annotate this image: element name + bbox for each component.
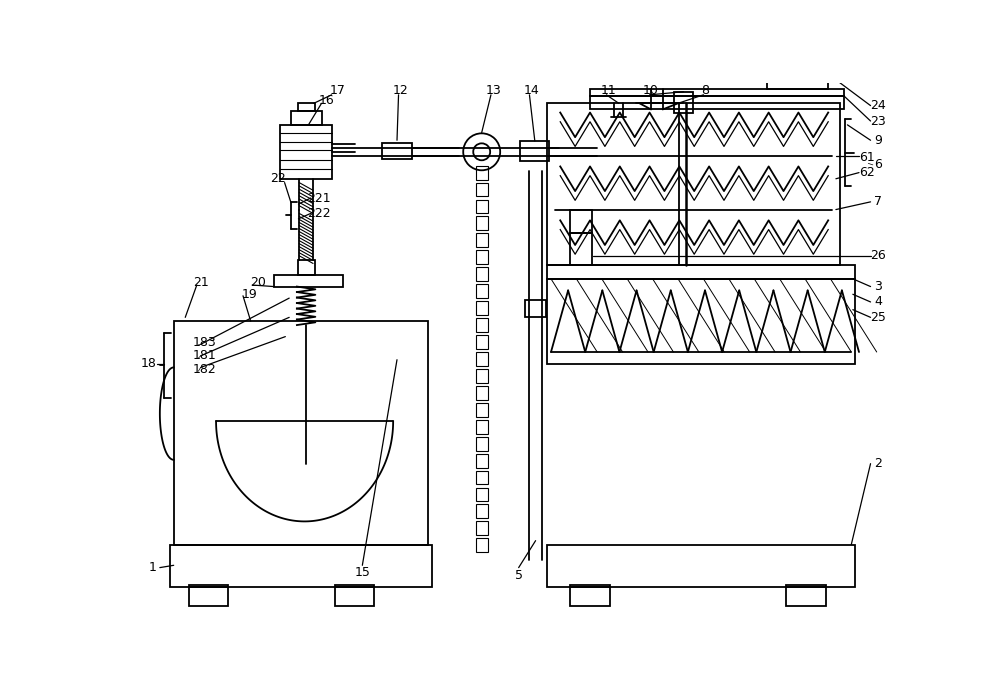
Text: 12: 12 (393, 84, 409, 96)
Text: 182: 182 (193, 363, 216, 376)
Bar (476, 386, 488, 400)
Bar (382, 144, 412, 159)
Bar (476, 521, 488, 535)
Bar (274, 275, 343, 287)
Bar (674, 92, 693, 113)
Bar (476, 267, 488, 281)
Text: 221: 221 (307, 192, 330, 205)
Text: 26: 26 (870, 249, 886, 262)
Text: 7: 7 (874, 195, 882, 208)
Text: 10: 10 (643, 84, 659, 96)
Text: 13: 13 (485, 84, 501, 96)
Bar (547, 103, 840, 265)
Bar (476, 471, 488, 484)
Bar (774, 45, 821, 58)
Bar (298, 260, 315, 275)
Text: 22: 22 (271, 172, 286, 185)
Bar (570, 232, 592, 265)
Text: 222: 222 (307, 207, 330, 220)
Bar (520, 141, 549, 161)
Bar (476, 183, 488, 196)
Text: 24: 24 (870, 99, 886, 112)
Bar (476, 233, 488, 247)
Bar (174, 321, 428, 545)
Text: 62: 62 (859, 166, 875, 179)
Bar (547, 265, 855, 279)
Text: 18: 18 (141, 357, 157, 370)
Bar (476, 454, 488, 468)
Bar (590, 90, 844, 96)
Text: 2: 2 (874, 457, 882, 470)
Text: 3: 3 (874, 280, 882, 293)
Text: 5: 5 (515, 569, 523, 582)
Text: 23: 23 (870, 115, 886, 128)
Bar (476, 318, 488, 332)
Text: 19: 19 (241, 288, 257, 301)
Bar (476, 285, 488, 298)
Bar (476, 251, 488, 264)
Bar (590, 96, 844, 110)
Bar (476, 352, 488, 366)
Bar (476, 301, 488, 315)
Bar (291, 111, 322, 125)
Text: 8: 8 (701, 84, 709, 96)
Bar (525, 301, 546, 317)
Bar (570, 584, 610, 606)
Text: 61: 61 (859, 151, 875, 164)
Bar (476, 505, 488, 518)
Bar (170, 545, 432, 587)
Text: 21: 21 (193, 276, 209, 289)
Text: 14: 14 (524, 84, 540, 96)
Bar (786, 584, 826, 606)
Text: 6: 6 (874, 158, 882, 171)
Text: 181: 181 (193, 349, 216, 362)
Bar (476, 335, 488, 349)
Bar (335, 584, 374, 606)
Text: 25: 25 (870, 311, 886, 324)
Bar (767, 58, 828, 90)
Bar (189, 584, 228, 606)
Bar (476, 403, 488, 416)
Bar (298, 103, 315, 111)
Text: 15: 15 (354, 566, 370, 579)
Text: 4: 4 (874, 296, 882, 308)
Text: 20: 20 (250, 276, 266, 289)
Text: 16: 16 (318, 94, 334, 107)
Bar (476, 487, 488, 501)
Bar (476, 539, 488, 552)
Bar (280, 125, 332, 179)
Bar (547, 279, 855, 364)
Bar (476, 217, 488, 230)
Bar (476, 369, 488, 383)
Bar (476, 200, 488, 214)
Text: 183: 183 (193, 335, 216, 348)
Text: 9: 9 (874, 134, 882, 146)
Bar (476, 437, 488, 450)
Text: 1: 1 (148, 561, 156, 574)
Bar (570, 210, 592, 232)
Text: 11: 11 (601, 84, 617, 96)
Text: 17: 17 (330, 84, 346, 96)
Bar (547, 545, 855, 587)
Bar (476, 420, 488, 434)
Bar (476, 166, 488, 180)
